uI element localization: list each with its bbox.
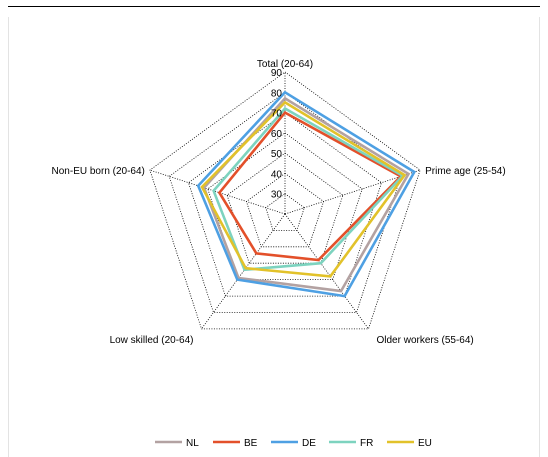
tick-label-90: 90	[271, 68, 283, 79]
tick-label-50: 50	[271, 149, 283, 160]
chart-frame	[8, 17, 540, 457]
axis-label-0: Total (20-64)	[257, 59, 313, 70]
series-layer	[196, 90, 417, 298]
axis-label-layer: Total (20-64) Prime age (25-54) Older work…	[52, 59, 506, 346]
top-rule	[8, 6, 540, 7]
spoke-2	[284, 213, 369, 330]
axis-label-3: Low skilled (20-64)	[110, 335, 194, 346]
tick-label-40: 40	[271, 169, 283, 180]
spoke-4	[149, 169, 286, 215]
tick-label-60: 60	[271, 129, 283, 140]
legend-label-nl: NL	[186, 438, 199, 449]
series-line-be	[217, 110, 403, 262]
series-line-de	[196, 90, 417, 298]
axis-label-1: Prime age (25-54)	[425, 166, 506, 177]
axis-label-2: Older workers (55-64)	[377, 335, 474, 346]
tick-layer: 30 40 50 60 70 80 90	[271, 68, 283, 201]
grid-ring-50	[226, 152, 344, 264]
grid-layer	[149, 71, 421, 330]
series-line-eu	[200, 100, 407, 278]
grid-ring-80	[168, 91, 402, 313]
axis-label-4: Non-EU born (20-64)	[52, 166, 145, 177]
legend-layer: NL BE DE FR EU	[155, 438, 432, 449]
series-line-nl	[202, 96, 411, 293]
legend-label-fr: FR	[360, 438, 373, 449]
grid-ring-40	[245, 172, 325, 248]
series-line-fr	[212, 106, 405, 272]
legend-label-eu: EU	[418, 438, 432, 449]
tick-label-80: 80	[271, 88, 283, 99]
spoke-3	[201, 213, 286, 330]
legend-label-de: DE	[302, 438, 316, 449]
legend-label-be: BE	[244, 438, 258, 449]
spoke-layer	[149, 72, 421, 330]
grid-ring-90	[149, 71, 421, 330]
spoke-1	[284, 169, 421, 215]
tick-label-70: 70	[271, 109, 283, 120]
tick-label-30: 30	[271, 190, 283, 201]
grid-ring-60	[207, 132, 363, 281]
grid-ring-70	[188, 112, 382, 297]
